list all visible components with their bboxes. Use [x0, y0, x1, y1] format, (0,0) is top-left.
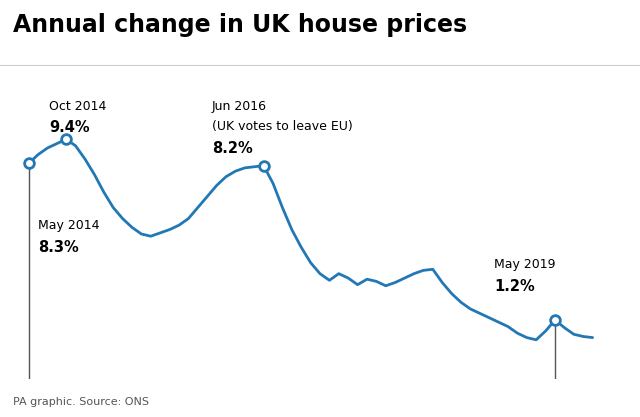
Text: Jun 2016: Jun 2016	[212, 100, 267, 113]
Text: PA graphic. Source: ONS: PA graphic. Source: ONS	[13, 397, 149, 407]
Text: 9.4%: 9.4%	[49, 121, 90, 136]
Text: 1.2%: 1.2%	[494, 279, 534, 294]
Text: May 2019: May 2019	[494, 258, 556, 271]
Text: May 2014: May 2014	[38, 219, 99, 231]
Text: Annual change in UK house prices: Annual change in UK house prices	[13, 13, 467, 37]
Text: Oct 2014: Oct 2014	[49, 100, 107, 113]
Text: (UK votes to leave EU): (UK votes to leave EU)	[212, 121, 353, 133]
Text: 8.2%: 8.2%	[212, 141, 253, 156]
Text: 8.3%: 8.3%	[38, 239, 79, 254]
